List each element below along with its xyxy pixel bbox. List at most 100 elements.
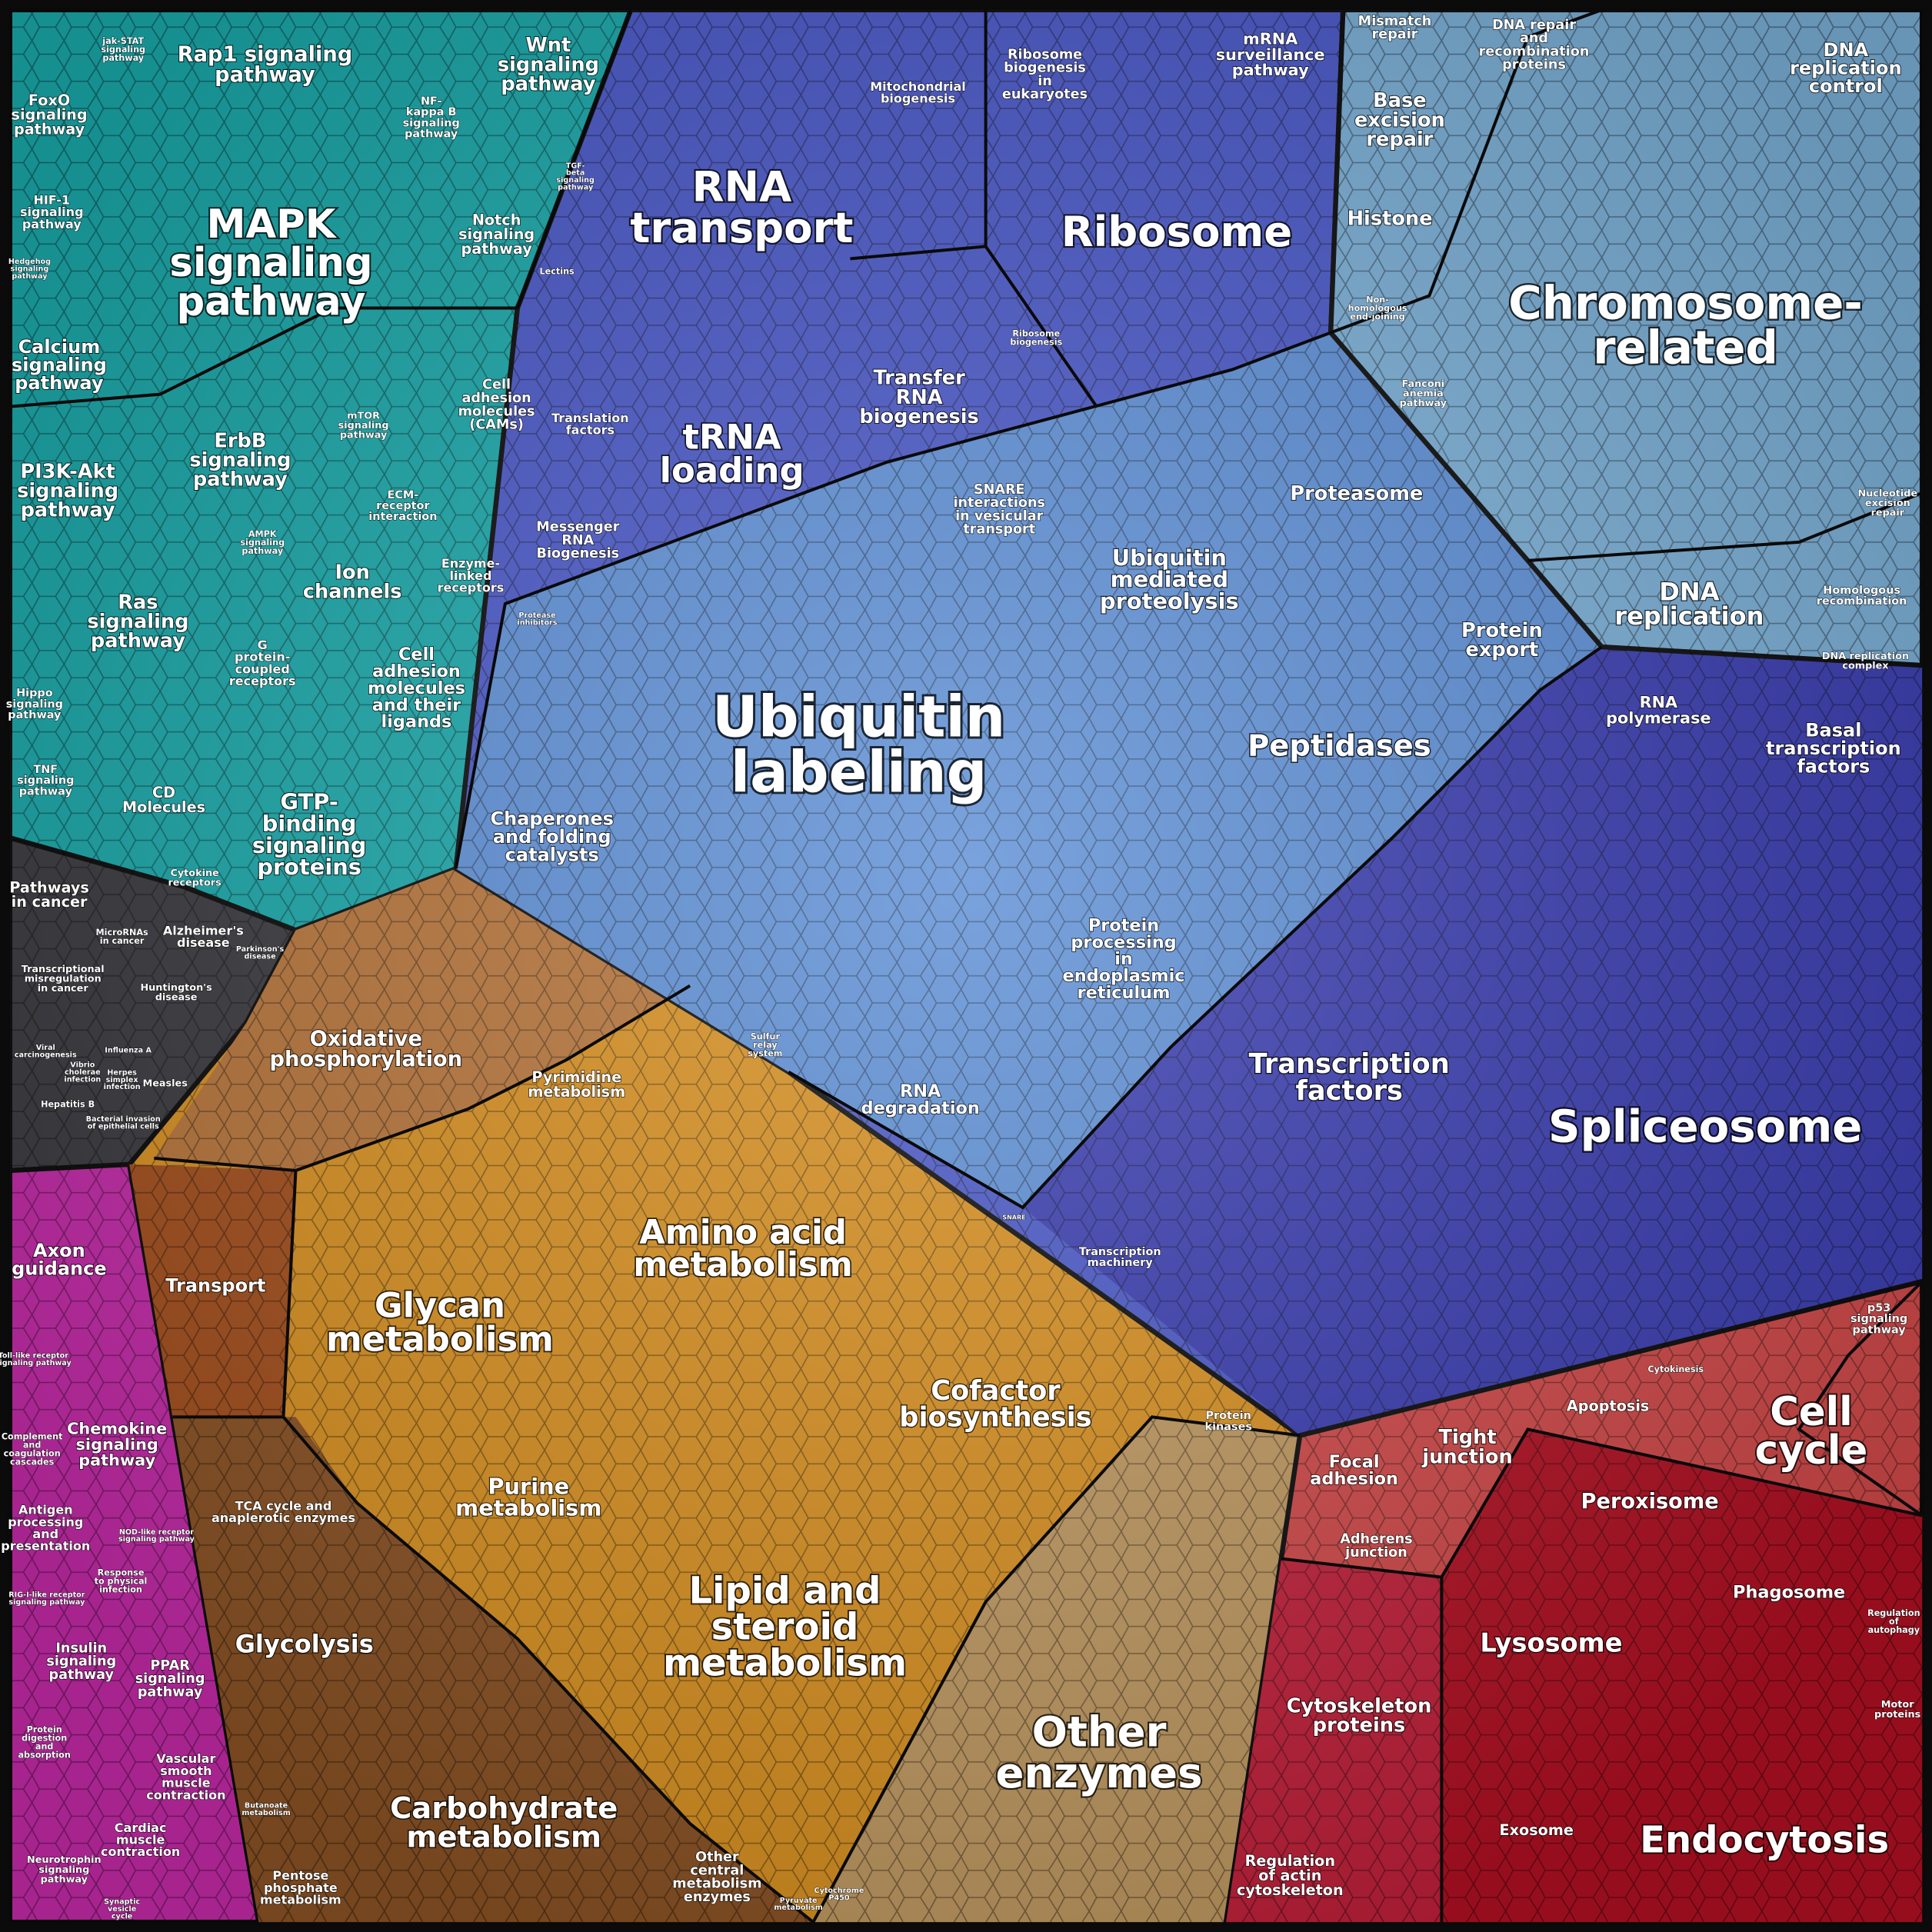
region-label: Peroxisome — [1581, 1490, 1719, 1514]
label-line: Pentose — [272, 1868, 328, 1883]
region-label: Insulin signaling pathway — [46, 1641, 116, 1683]
region-label: Transport — [165, 1274, 265, 1296]
label-line: Complement — [2, 1431, 63, 1441]
region-label: Huntington's disease — [140, 982, 212, 1004]
label-line: signaling — [11, 265, 49, 274]
label-line: MicroRNAs — [96, 928, 149, 938]
region-label: CD Molecules — [122, 784, 205, 816]
label-line: jak-STAT — [102, 36, 144, 46]
divider — [1330, 8, 1603, 335]
divider — [454, 331, 1331, 869]
label-line: Protein — [27, 1725, 62, 1735]
region-label: Ribosome biogenesis — [1010, 328, 1062, 347]
region-label: RNA polymerase — [1606, 693, 1711, 727]
label-line: Chromosome- — [1508, 277, 1863, 330]
label-line: Endocytosis — [1640, 1819, 1889, 1862]
label-line: guidance — [12, 1257, 107, 1279]
label-line: recombination — [1817, 595, 1907, 608]
label-line: adhesion — [462, 391, 531, 406]
label-line: in vesicular — [955, 508, 1044, 524]
label-line: signaling — [240, 538, 285, 548]
region-label: Phagosome — [1733, 1583, 1845, 1603]
region-label: Hippo signaling pathway — [6, 688, 63, 721]
label-line: adhesion — [1310, 1469, 1398, 1489]
label-line: pathway — [21, 499, 115, 522]
label-line: autophagy — [1868, 1625, 1920, 1635]
label-line: channels — [303, 581, 402, 604]
label-line: RNA — [900, 1081, 941, 1101]
label-line: Apoptosis — [1567, 1397, 1649, 1415]
label-line: signaling — [1850, 1313, 1907, 1325]
region-label: Base excision repair — [1354, 89, 1445, 151]
label-line: Alzheimer's — [163, 923, 244, 938]
region-label: tRNA loading — [660, 416, 804, 491]
region-label: Toll-like receptor signaling pathway — [0, 1352, 72, 1367]
region-label: Chemokine signaling pathway — [67, 1419, 167, 1469]
label-line: Hepatitis B — [41, 1099, 95, 1109]
label-line: processing — [8, 1514, 83, 1529]
label-line: central — [690, 1863, 744, 1878]
divider — [850, 245, 1098, 408]
label-line: excision — [1865, 498, 1910, 509]
region-label: Cell adhesion molecules (CAMs) — [458, 378, 535, 433]
label-line: muscle — [162, 1776, 211, 1790]
divider — [515, 9, 633, 309]
label-line: DNA — [1659, 578, 1719, 607]
label-line: DNA replication — [1822, 651, 1909, 662]
label-line: RNA — [896, 386, 943, 409]
label-line: Toll-like receptor — [0, 1352, 68, 1361]
label-line: receptor — [376, 500, 430, 512]
region-label: Regulation of actin cytoskeleton — [1237, 1852, 1344, 1899]
region-label: Ubiquitin labeling — [712, 685, 1005, 805]
label-line: replication — [1790, 58, 1902, 79]
label-line: Vibrio — [70, 1061, 95, 1070]
label-line: factors — [1296, 1075, 1403, 1107]
label-line: simplex — [106, 1076, 139, 1084]
label-line: pathway — [558, 184, 594, 192]
label-line: protein- — [235, 650, 290, 665]
label-line: phosphate — [264, 1880, 338, 1895]
label-line: pathway — [193, 468, 288, 491]
divider — [1281, 1427, 1923, 1579]
label-line: factors — [1797, 755, 1870, 777]
region-label: Focal adhesion — [1310, 1452, 1398, 1489]
region-label: Ribosome biogenesis in eukaryotes — [1002, 47, 1088, 102]
region-label: Cytochrome P450 — [814, 1887, 864, 1902]
label-line: repair — [1366, 128, 1433, 151]
label-line: Cell — [482, 378, 511, 393]
label-line: disease — [155, 991, 198, 1003]
label-line: ligands — [381, 712, 452, 732]
label-line: homologous — [1348, 303, 1407, 313]
region-label: RNA degradation — [861, 1081, 980, 1118]
label-line: Exosome — [1500, 1821, 1574, 1839]
label-line: Transcription — [1249, 1048, 1450, 1080]
region-label: Protease inhibitors — [517, 611, 557, 627]
label-line: factors — [566, 423, 615, 438]
label-line: ECM- — [388, 489, 419, 501]
label-line: Protein — [1461, 619, 1543, 642]
label-line: infection — [104, 1083, 141, 1091]
label-line: biosynthesis — [899, 1401, 1091, 1433]
label-line: P450 — [828, 1894, 849, 1902]
label-line: mTOR — [347, 411, 380, 422]
label-line: in cancer — [38, 983, 89, 994]
label-line: disease — [177, 935, 230, 950]
label-line: complex — [1842, 660, 1889, 671]
label-line: to physical — [95, 1576, 148, 1586]
region-label: Response to physical infection — [95, 1567, 148, 1594]
label-line: Glycolysis — [235, 1629, 374, 1658]
label-line: receptors — [229, 674, 296, 688]
region-label: Proteasome — [1290, 482, 1423, 505]
label-line: Mismatch — [1358, 14, 1432, 29]
label-line: carcinogenesis — [15, 1051, 77, 1060]
label-line: Nucleotide — [1858, 488, 1918, 500]
label-line: Mitochondrial — [870, 79, 966, 94]
label-line: pathway — [340, 430, 388, 441]
label-line: transport — [630, 203, 853, 252]
label-line: CD — [152, 784, 175, 801]
label-line: Cell — [398, 645, 435, 665]
label-line: SNARE — [1002, 1214, 1025, 1221]
label-line: Translation — [551, 411, 629, 425]
